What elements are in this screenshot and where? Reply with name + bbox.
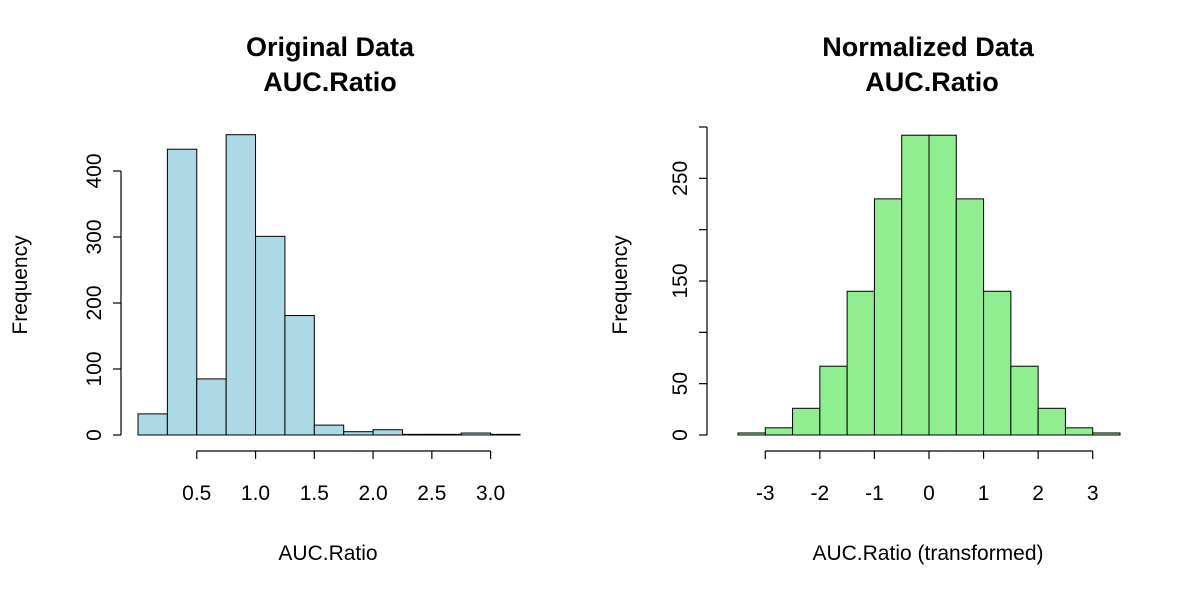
chart-title: Normalized Data [822,32,1035,62]
histogram-bar [1010,365,1039,436]
histogram-bar [873,198,903,436]
x-tick-label: 2.5 [417,482,446,505]
x-tick-label: -3 [756,482,775,505]
y-tick-label: 300 [83,219,106,254]
histogram-bar [313,424,345,436]
histogram-bar [1092,432,1121,436]
x-tick-label: -1 [865,482,884,505]
histogram-bar [401,433,433,436]
histogram-bar [1064,427,1094,436]
bars [137,134,521,436]
y-tick-label: 400 [83,153,106,188]
histogram-bar [137,413,168,436]
x-tick-label: 2.0 [358,482,387,505]
histogram-bar [431,433,462,436]
histogram-bar [846,290,875,436]
histogram-bar [225,134,257,436]
chart-subtitle: AUC.Ratio [263,67,397,97]
x-axis-label: AUC.Ratio (transformed) [812,542,1043,565]
x-tick-label: 2 [1032,482,1044,505]
x-axis-label: AUC.Ratio [278,542,377,565]
histogram-bar [343,431,374,436]
panel-original: Original Data AUC.Ratio AUC.Ratio Freque… [9,32,521,565]
y-tick-label: 200 [83,285,106,320]
bars [737,134,1121,436]
x-tick-label: -2 [811,482,830,505]
histogram-bar [955,198,985,436]
x-tick-label: 3 [1087,482,1099,505]
y-tick-label: 0 [669,429,692,441]
histogram-bar [255,235,286,436]
histogram-bar [284,315,315,436]
histogram-bar [1037,407,1066,436]
histogram-bar [764,427,794,436]
chart-title: Original Data [246,32,415,62]
histogram-bar [196,378,227,436]
y-tick-label: 0 [83,429,106,441]
x-axis: -3 -2 -1 0 1 2 3 [756,450,1099,505]
x-axis: 0.5 1.0 1.5 2.0 2.5 3.0 [182,450,505,505]
x-tick-label: 1.5 [300,482,329,505]
histogram-bar [901,134,930,436]
y-axis: 0 50 150 250 [669,126,708,441]
x-tick-label: 1.0 [241,482,270,505]
histogram-bar [372,429,403,436]
histogram-bar [460,432,492,436]
x-tick-label: 3.0 [476,482,505,505]
y-tick-label: 50 [669,372,692,395]
chart-subtitle: AUC.Ratio [865,67,999,97]
y-tick-label: 150 [669,263,692,298]
histogram-bar [792,407,821,436]
y-axis-label: Frequency [9,235,32,335]
y-tick-label: 250 [669,161,692,196]
histogram-bar [490,433,521,436]
x-tick-label: 1 [978,482,990,505]
x-tick-label: 0 [923,482,935,505]
y-tick-label: 100 [83,351,106,386]
histogram-bar [737,432,766,436]
panel-normalized: Normalized Data AUC.Ratio AUC.Ratio (tra… [609,32,1121,565]
y-axis-label: Frequency [609,235,632,335]
x-tick-label: 0.5 [182,482,211,505]
histogram-bar [819,365,848,436]
histogram-bar [983,290,1012,436]
histogram-bar [166,148,198,436]
y-axis: 0 100 200 300 400 [83,153,122,441]
histogram-bar [928,134,957,436]
